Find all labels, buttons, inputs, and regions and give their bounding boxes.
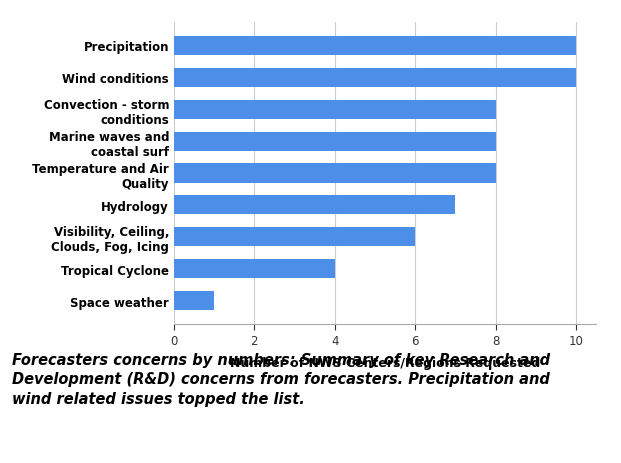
Bar — [174, 164, 496, 183]
Bar — [174, 228, 415, 247]
Text: Forecasters concerns by numbers: Summary of key Research and
Development (R&D) c: Forecasters concerns by numbers: Summary… — [12, 352, 551, 407]
Bar — [174, 291, 214, 310]
Bar — [174, 69, 576, 88]
Bar — [174, 132, 496, 151]
Bar — [174, 260, 335, 279]
X-axis label: Number of NWS Centers/Regions Requested: Number of NWS Centers/Regions Requested — [230, 356, 540, 369]
Bar — [174, 196, 455, 215]
Bar — [174, 37, 576, 56]
Bar — [174, 100, 496, 119]
